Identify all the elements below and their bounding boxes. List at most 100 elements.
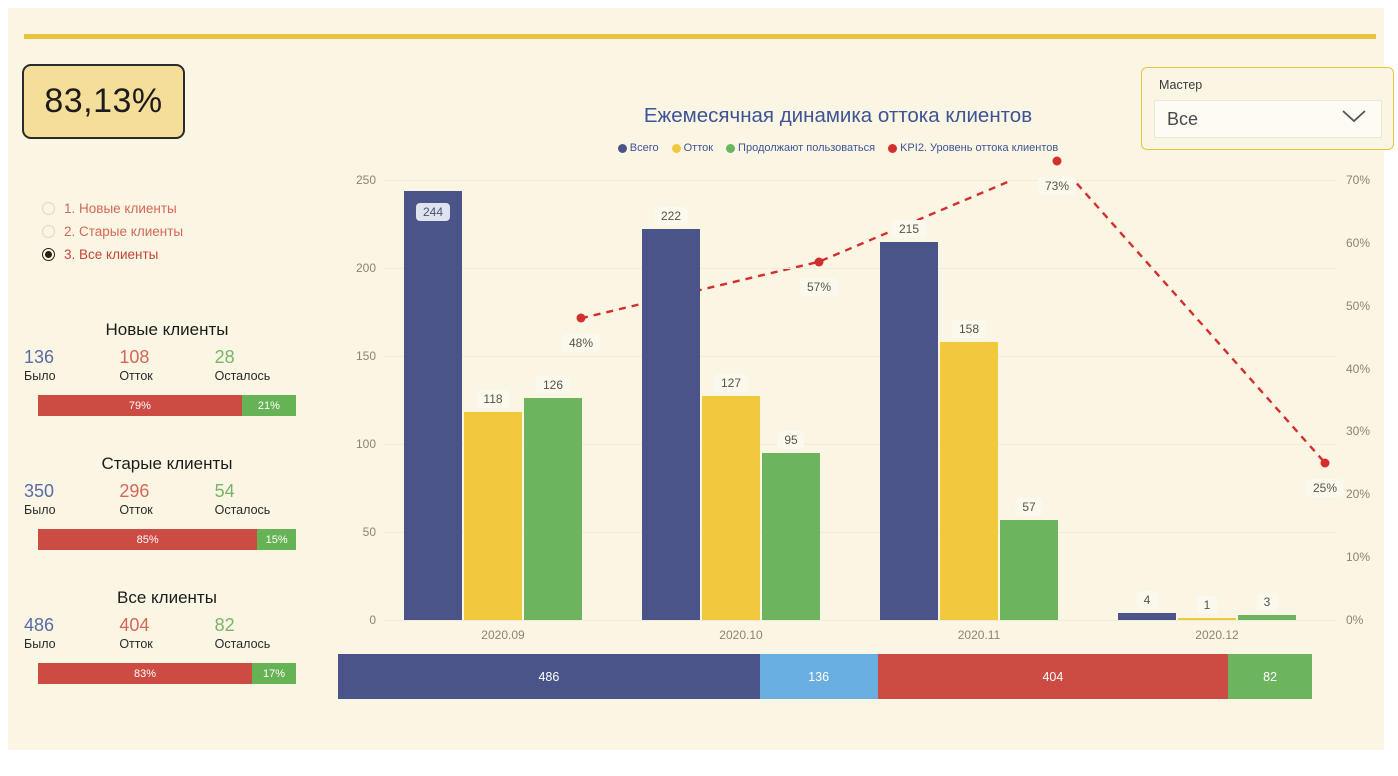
- card-title: Новые клиенты: [105, 320, 229, 339]
- kpi-value-label: 57%: [799, 277, 839, 296]
- stat-churn: 296 Отток: [119, 480, 214, 518]
- legend-label: Всего: [629, 142, 659, 154]
- stat-value: 136: [24, 347, 55, 367]
- chart-gridline: [384, 180, 1336, 181]
- chevron-down-icon: [1341, 109, 1367, 129]
- bar-value-label: 1: [1196, 596, 1218, 615]
- bar-value-label: 127: [713, 374, 749, 393]
- card-stats: 136 Было 108 Отток 28 Осталось: [22, 346, 312, 384]
- master-filter-value: Все: [1167, 108, 1199, 129]
- summary-bar-segment: 136: [759, 654, 878, 699]
- card-split-bar: 83% 17%: [38, 663, 296, 684]
- stat-churn: 404 Отток: [119, 614, 214, 652]
- bar-value-label: 3: [1256, 592, 1278, 611]
- split-bar-churn-segment: 79%: [38, 395, 242, 416]
- summary-stacked-bar: 486 136 404 82: [338, 654, 1312, 699]
- card-title: Все клиенты: [117, 588, 217, 607]
- stat-churn: 108 Отток: [119, 346, 214, 384]
- bar-value-label: 158: [951, 319, 987, 338]
- y-axis-left-tick: 100: [355, 437, 376, 451]
- chart-bar: [464, 412, 522, 620]
- radio-option-all-clients[interactable]: 3. Все клиенты: [42, 244, 292, 265]
- stat-value: 82: [214, 615, 235, 635]
- radio-option-label: 1. Новые клиенты: [64, 201, 177, 216]
- kpi-overall-badge: 83,13%: [22, 64, 185, 139]
- chart-bar: [1000, 519, 1058, 620]
- chart-gridline: [384, 444, 1336, 445]
- y-axis-left-tick: 250: [355, 173, 376, 187]
- bar-value-label: 222: [653, 207, 689, 226]
- kpi-overall-value: 83,13%: [44, 82, 163, 120]
- summary-bar-segment: 486: [338, 654, 760, 699]
- kpi-data-point: [1052, 156, 1062, 166]
- legend-item-kpi: KPI2. Уровень оттока клиентов: [888, 142, 1058, 154]
- stat-value: 486: [24, 615, 55, 635]
- legend-item-total: Всего: [617, 142, 659, 154]
- chart-bar: [404, 190, 462, 620]
- kpi-value-label: 25%: [1305, 478, 1345, 497]
- y-axis-right-tick: 50%: [1346, 298, 1371, 313]
- chart-bar: [1238, 614, 1296, 620]
- split-bar-churn-segment: 85%: [38, 529, 258, 550]
- x-axis-tick-label: 2020.11: [957, 628, 1001, 642]
- stat-value: 108: [119, 347, 150, 367]
- legend-item-churn: Отток: [671, 142, 713, 154]
- stat-was: 486 Было: [24, 614, 119, 652]
- bar-value-label: 215: [891, 219, 927, 238]
- client-segment-radio-group[interactable]: 1. Новые клиенты 2. Старые клиенты 3. Вс…: [42, 198, 292, 267]
- y-axis-left-tick: 50: [362, 525, 376, 539]
- split-bar-left-segment: 21%: [241, 395, 296, 416]
- stat-was: 136 Было: [24, 346, 119, 384]
- stat-value: 28: [214, 347, 235, 367]
- bar-value-label: 244: [415, 202, 451, 221]
- chart-bar: [940, 341, 998, 620]
- radio-selected-icon: [42, 248, 55, 261]
- legend-label: Продолжают пользоваться: [738, 142, 876, 154]
- card-stats: 486 Было 404 Отток 82 Осталось: [22, 614, 312, 652]
- stat-label: Было: [24, 637, 56, 651]
- legend-label: KPI2. Уровень оттока клиентов: [900, 142, 1059, 154]
- y-axis-right-tick: 0%: [1346, 613, 1364, 627]
- card-stats: 350 Было 296 Отток 54 Осталось: [22, 480, 312, 518]
- y-axis-right-tick: 60%: [1346, 235, 1371, 250]
- stat-left: 82 Осталось: [215, 614, 310, 652]
- stat-label: Отток: [119, 369, 153, 383]
- legend-color-swatch: [671, 143, 681, 153]
- chart-gridline: [384, 620, 1336, 621]
- chart-bar: [880, 241, 938, 620]
- y-axis-right-tick: 10%: [1346, 550, 1371, 565]
- radio-option-new-clients[interactable]: 1. Новые клиенты: [42, 198, 292, 219]
- chart-bar: [524, 398, 582, 620]
- master-filter-label: Мастер: [1159, 78, 1203, 92]
- y-axis-left-tick: 0: [369, 613, 376, 627]
- radio-unselected-icon: [42, 202, 55, 215]
- stat-value: 404: [119, 615, 150, 635]
- stat-label: Отток: [119, 503, 153, 517]
- bar-value-label: 57: [1015, 497, 1043, 516]
- legend-color-swatch: [617, 143, 627, 153]
- summary-bar-segment: 404: [877, 654, 1229, 699]
- y-axis-right-tick: 30%: [1346, 424, 1371, 439]
- card-split-bar: 79% 21%: [38, 395, 296, 416]
- stat-label: Отток: [119, 637, 153, 651]
- summary-bar-segment: 82: [1228, 654, 1312, 699]
- kpi-data-point: [814, 257, 824, 267]
- legend-color-swatch: [726, 143, 736, 153]
- kpi-data-point: [576, 313, 586, 323]
- master-filter-panel: Мастер Все: [1141, 67, 1394, 150]
- bar-value-label: 118: [476, 390, 510, 409]
- chart-bar: [702, 396, 760, 620]
- split-bar-churn-segment: 83%: [38, 663, 253, 684]
- y-axis-right-tick: 70%: [1346, 173, 1371, 187]
- bar-value-label: 95: [777, 430, 805, 449]
- master-filter-select[interactable]: Все: [1154, 100, 1382, 138]
- kpi-data-point: [1320, 458, 1330, 468]
- radio-option-old-clients[interactable]: 2. Старые клиенты: [42, 221, 292, 242]
- stat-label: Осталось: [214, 637, 271, 651]
- stat-left: 28 Осталось: [215, 346, 310, 384]
- stat-value: 350: [24, 481, 55, 501]
- split-bar-left-segment: 15%: [257, 529, 296, 550]
- radio-unselected-icon: [42, 225, 55, 238]
- radio-option-label: 2. Старые клиенты: [64, 224, 184, 239]
- chart-gridline: [384, 356, 1336, 357]
